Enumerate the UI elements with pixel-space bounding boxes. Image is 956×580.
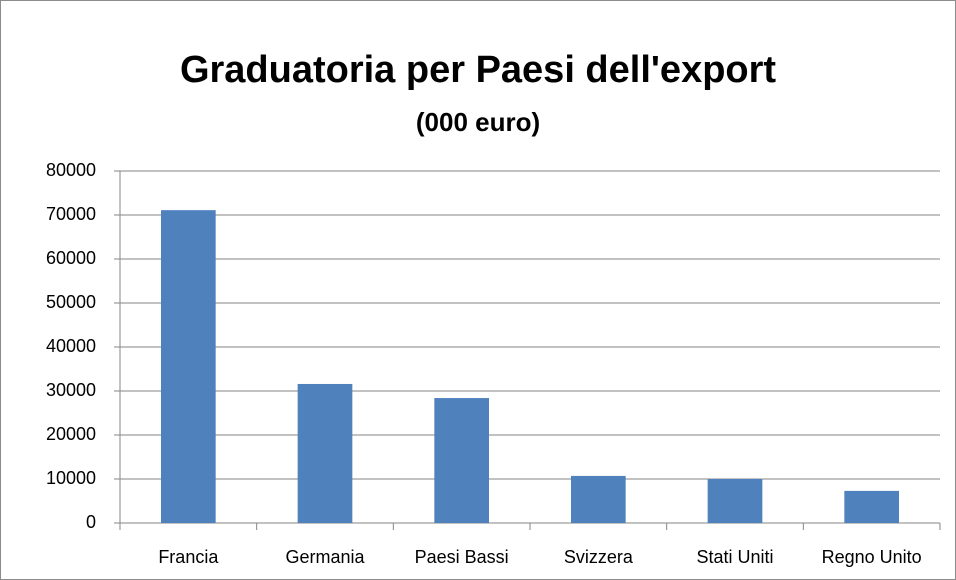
x-tick-label: Germania [285,547,365,567]
bar [571,475,626,523]
y-tick-label: 10000 [46,468,96,488]
x-tick-label: Stati Uniti [696,547,773,567]
y-tick-label: 70000 [46,204,96,224]
x-tick-label: Svizzera [564,547,634,567]
bar [707,479,763,523]
y-tick-label: 50000 [46,292,96,312]
bar [844,490,899,523]
x-tick-label: Paesi Bassi [415,547,509,567]
x-tick-label: Francia [158,547,219,567]
y-tick-label: 80000 [46,160,96,180]
chart-subtitle: (000 euro) [416,107,540,137]
x-tick-label: Regno Unito [822,547,922,567]
y-tick-label: 60000 [46,248,96,268]
y-tick-label: 0 [86,512,96,532]
y-tick-label: 20000 [46,424,96,444]
bar [297,383,353,523]
bar [161,210,216,523]
bar [434,398,489,523]
y-tick-label: 30000 [46,380,96,400]
chart-title: Graduatoria per Paesi dell'export [180,49,776,91]
y-tick-label: 40000 [46,336,96,356]
